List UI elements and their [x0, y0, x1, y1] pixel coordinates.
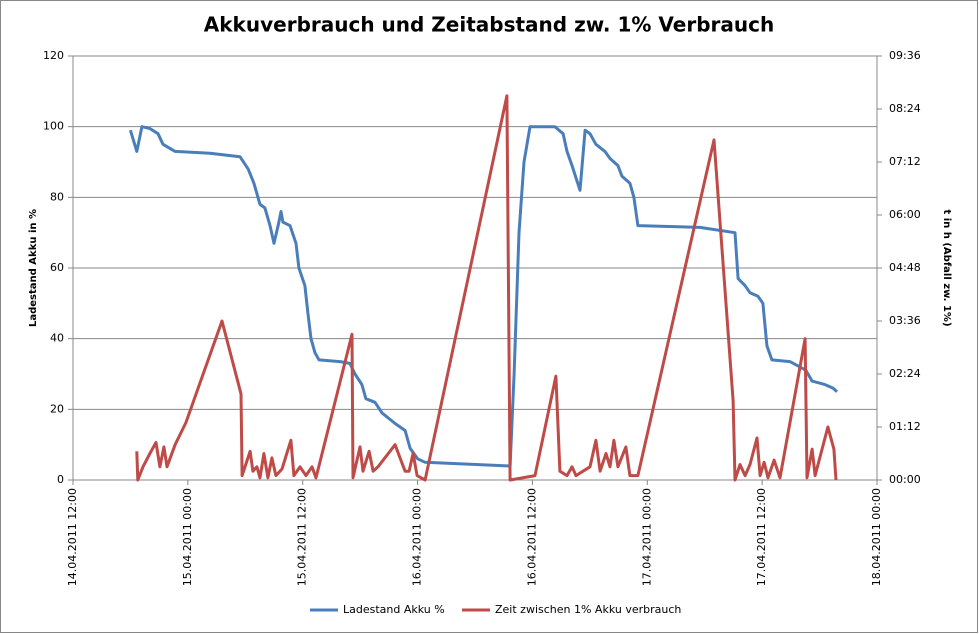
x-tick-label: 17.04.2011 00:00	[640, 488, 653, 586]
legend-label: Ladestand Akku %	[343, 603, 445, 616]
x-tick-label: 18.04.2011 00:00	[870, 488, 883, 586]
y-tick-label: 80	[50, 190, 64, 203]
y2-tick-label: 03:36	[889, 314, 921, 327]
y-tick-label: 120	[43, 49, 64, 62]
y-tick-label: 40	[50, 332, 64, 345]
data-line	[128, 125, 839, 468]
y-tick-label: 0	[57, 473, 64, 486]
legend-label: Zeit zwischen 1% Akku verbrauch	[495, 603, 681, 616]
y2-tick-label: 07:12	[889, 155, 921, 168]
y-axis-label: Ladestand Akku in %	[28, 209, 39, 327]
x-tick-label: 17.04.2011 12:00	[755, 488, 768, 586]
y2-tick-label: 01:12	[889, 420, 921, 433]
x-tick-label: 14.04.2011 12:00	[66, 488, 79, 586]
data-line	[135, 94, 838, 482]
x-tick-label: 16.04.2011 00:00	[411, 488, 424, 586]
y2-tick-label: 00:00	[889, 473, 921, 486]
x-tick-label: 15.04.2011 12:00	[296, 488, 309, 586]
y-tick-label: 60	[50, 261, 64, 274]
y2-tick-label: 04:48	[889, 261, 921, 274]
y2-tick-label: 02:24	[889, 367, 921, 380]
y2-tick-label: 09:36	[889, 49, 921, 62]
x-tick-label: 15.04.2011 00:00	[181, 488, 194, 586]
y-tick-label: 100	[43, 120, 64, 133]
y2-axis-label: t in h (Abfall zw. 1%)	[941, 209, 952, 326]
x-tick-label: 16.04.2011 12:00	[525, 488, 538, 586]
y2-tick-label: 08:24	[889, 102, 921, 115]
chart-title: Akkuverbrauch und Zeitabstand zw. 1% Ver…	[204, 13, 774, 37]
y-tick-label: 20	[50, 402, 64, 415]
y2-tick-label: 06:00	[889, 208, 921, 221]
